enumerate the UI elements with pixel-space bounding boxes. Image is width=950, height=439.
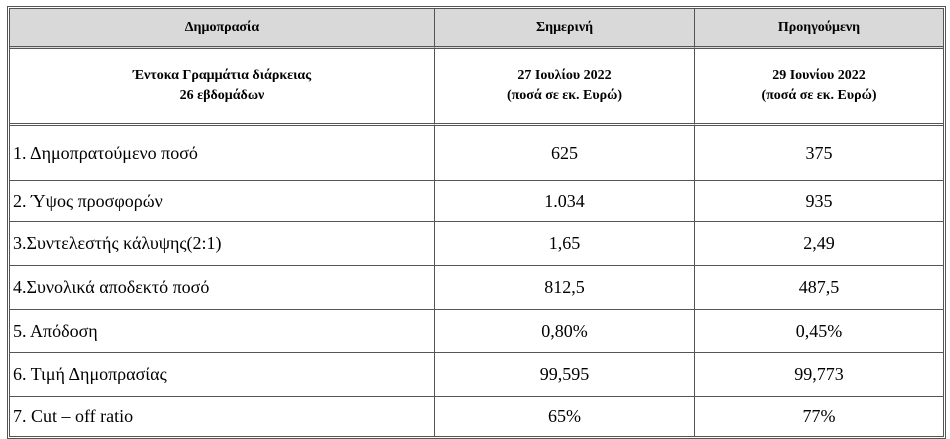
header-cell: Δημοπρασία: [10, 9, 435, 49]
data-row: 2. Ύψος προσφορών 1.034 935: [10, 181, 943, 222]
subheader-line: 29 Ιουνίου 2022: [772, 68, 866, 83]
subheader-row: Έντοκα Γραμμάτια διάρκειας 26 εβδομάδων 27…: [10, 49, 943, 126]
subheader-cell: 27 Ιουλίου 2022 (ποσά σε εκ. Ευρώ): [435, 49, 695, 126]
subheader-line: (ποσά σε εκ. Ευρώ): [761, 88, 877, 103]
header-cell: Προηγούμενη: [695, 9, 943, 49]
header-row: Δημοπρασία Σημερινή Προηγούμενη: [10, 9, 943, 49]
row-label: 4.Συνολικά αποδεκτό ποσό: [10, 266, 435, 310]
row-label: 3.Συντελεστής κάλυψης(2:1): [10, 222, 435, 266]
subheader-line: 27 Ιουλίου 2022: [517, 68, 612, 83]
subheader-cell: Έντοκα Γραμμάτια διάρκειας 26 εβδομάδων: [10, 49, 435, 126]
value-cell: 487,5: [695, 266, 943, 310]
value-cell: 812,5: [435, 266, 695, 310]
value-cell: 77%: [802, 406, 836, 426]
row-label: 7. Cut – off ratio: [10, 397, 435, 436]
row-label: 5. Απόδοση: [10, 310, 435, 353]
value-cell: 625: [435, 126, 695, 181]
subheader-cell: 29 Ιουνίου 2022 (ποσά σε εκ. Ευρώ): [695, 49, 943, 126]
data-row: 1. Δημοπρατούμενο ποσό 625 375: [10, 126, 943, 181]
row-label: 6. Τιμή Δημοπρασίας: [10, 353, 435, 397]
value-cell: 1,65: [435, 222, 695, 266]
data-row: 5. Απόδοση 0,80% 0,45%: [10, 310, 943, 353]
value-cell: 935: [695, 181, 943, 222]
data-row: 7. Cut – off ratio 65% 77%: [10, 397, 943, 436]
subheader-line: 26 εβδομάδων: [179, 88, 265, 103]
data-row: 6. Τιμή Δημοπρασίας 99,595 99,773: [10, 353, 943, 397]
row-label: 1. Δημοπρατούμενο ποσό: [10, 126, 435, 181]
data-row: 3.Συντελεστής κάλυψης(2:1) 1,65 2,49: [10, 222, 943, 266]
subheader-line: (ποσά σε εκ. Ευρώ): [506, 88, 623, 103]
value-cell: 2,49: [695, 222, 943, 266]
auction-table: Δημοπρασία Σημερινή Προηγούμενη Έντοκα Γραμ…: [7, 6, 946, 439]
value-cell: 375: [695, 126, 943, 181]
header-cell: Σημερινή: [435, 9, 695, 49]
value-cell: 99,773: [695, 353, 943, 397]
value-cell: 1.034: [435, 181, 695, 222]
value-cell: 0,45%: [695, 310, 943, 353]
value-cell: 99,595: [435, 353, 695, 397]
data-row: 4.Συνολικά αποδεκτό ποσό 812,5 487,5: [10, 266, 943, 310]
row-label: 2. Ύψος προσφορών: [10, 181, 435, 222]
table-body: Δημοπρασία Σημερινή Προηγούμενη Έντοκα Γραμ…: [10, 9, 943, 436]
value-cell: 0,80%: [435, 310, 695, 353]
subheader-line: Έντοκα Γραμμάτια διάρκειας: [132, 68, 312, 83]
value-cell: 65%: [435, 397, 695, 436]
